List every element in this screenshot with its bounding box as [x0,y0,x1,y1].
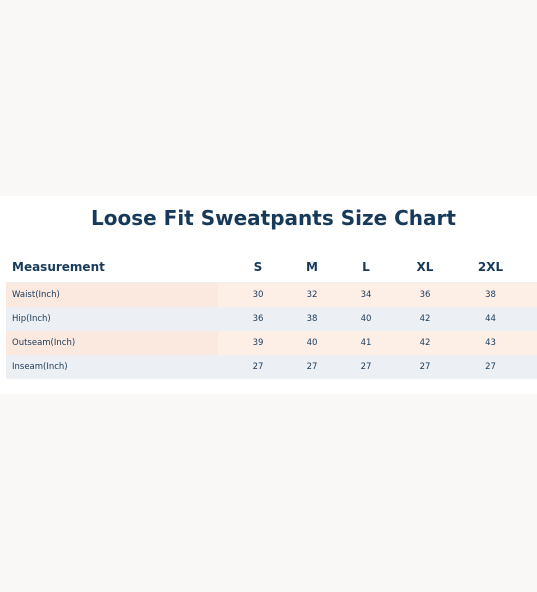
header-size-s: S [218,252,298,283]
table-cell: 32 [298,282,326,307]
table-cell: 27 [298,355,326,379]
row-label: Outseam(Inch) [6,331,218,355]
header-measurement: Measurement [6,252,218,283]
table-header-row: Measurement S M L XL 2XL [6,252,537,283]
size-chart-table: Measurement S M L XL 2XL Waist(Inch) 30 … [6,252,537,379]
table-cell: 27 [406,355,444,379]
table-row-hip: Hip(Inch) 36 38 40 42 44 [6,307,537,331]
table-cell: 36 [218,307,298,331]
table-cell: 42 [406,331,444,355]
table-row-outseam: Outseam(Inch) 39 40 41 42 43 [6,331,537,355]
table-cell: 40 [298,331,326,355]
page-title: Loose Fit Sweatpants Size Chart [91,206,456,230]
table-cell: 44 [444,307,537,331]
table-cell: 27 [326,355,406,379]
table-row-inseam: Inseam(Inch) 27 27 27 27 27 [6,355,537,379]
table-row-waist: Waist(Inch) 30 32 34 36 38 [6,282,537,307]
table-cell: 43 [444,331,537,355]
table-cell: 30 [218,282,298,307]
header-size-m: M [298,252,326,283]
table-cell: 38 [444,282,537,307]
table-cell: 40 [326,307,406,331]
table-cell: 34 [326,282,406,307]
table-cell: 36 [406,282,444,307]
row-label: Inseam(Inch) [6,355,218,379]
table-cell: 41 [326,331,406,355]
table-cell: 27 [444,355,537,379]
table-cell: 42 [406,307,444,331]
header-size-xl: XL [406,252,444,283]
table-cell: 39 [218,331,298,355]
row-label: Waist(Inch) [6,282,218,307]
table-cell: 38 [298,307,326,331]
header-size-l: L [326,252,406,283]
header-size-2xl: 2XL [444,252,537,283]
table-cell: 27 [218,355,298,379]
row-label: Hip(Inch) [6,307,218,331]
